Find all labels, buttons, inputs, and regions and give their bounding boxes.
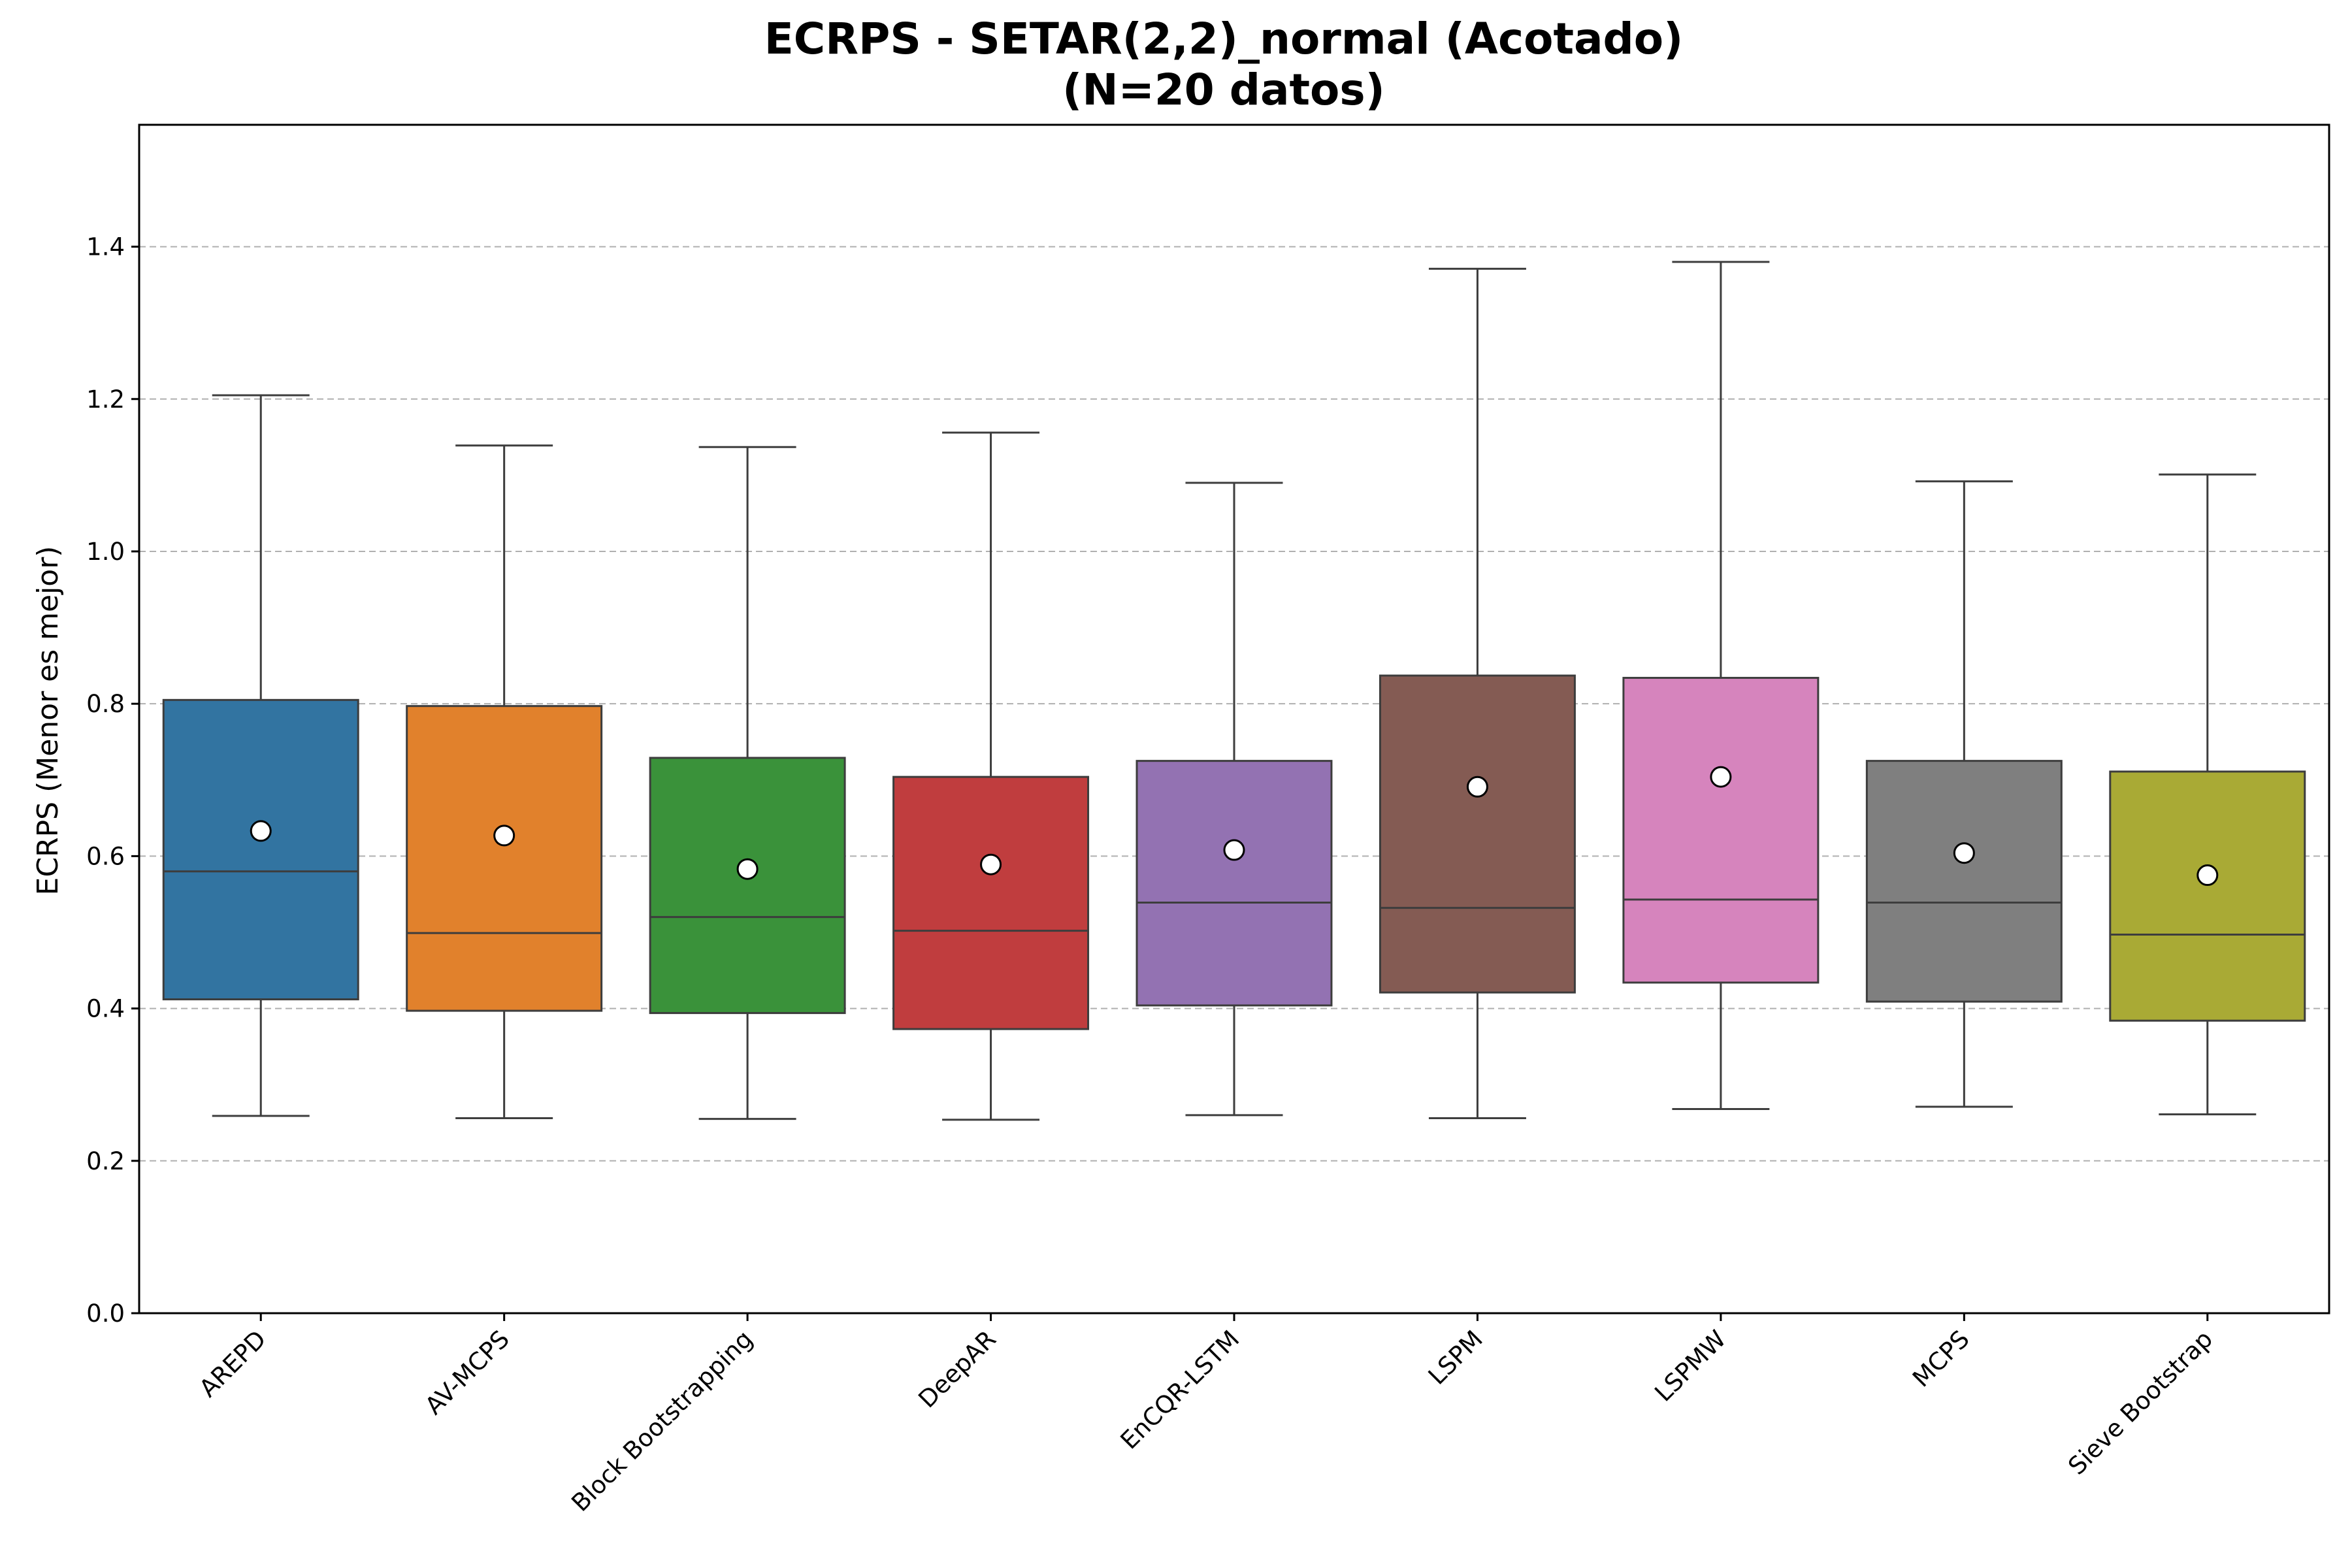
box-av-mcps xyxy=(406,444,603,1119)
y-tick-label: 0.8 xyxy=(86,690,125,718)
y-tick-label: 1.2 xyxy=(86,385,125,414)
iqr-box xyxy=(1865,760,2063,1003)
mean-marker xyxy=(736,858,759,880)
y-tick-label: 1.0 xyxy=(86,538,125,566)
mean-marker xyxy=(1466,776,1488,798)
x-tick-label: MCPS xyxy=(1907,1325,1975,1393)
x-tick-label: Sieve Bootstrap xyxy=(2063,1325,2218,1480)
plot-frame xyxy=(138,123,2330,1315)
x-axis-ticks: AREPD AV-MCPS Block Bootstrapping DeepAR EnC… xyxy=(194,1313,2218,1517)
iqr-box xyxy=(892,776,1090,1030)
y-tick-label: 0.6 xyxy=(86,842,125,870)
iqr-box xyxy=(406,705,603,1012)
iqr-box xyxy=(162,698,359,1001)
iqr-box xyxy=(649,757,846,1015)
boxes-group xyxy=(162,261,2306,1121)
box-sieve-bootstrap xyxy=(2109,473,2306,1116)
y-tick-label: 0.4 xyxy=(86,995,125,1023)
y-tick-label: 1.4 xyxy=(86,233,125,261)
iqr-box xyxy=(1379,674,1576,994)
mean-marker xyxy=(980,853,1002,875)
box-encqr-lstm xyxy=(1135,482,1333,1117)
iqr-box xyxy=(2109,770,2306,1022)
mean-marker xyxy=(250,820,272,842)
x-tick-label: LSPMW xyxy=(1649,1325,1731,1407)
mean-marker xyxy=(1710,766,1732,788)
chart-subtitle: (N=20 datos) xyxy=(1062,65,1385,115)
box-block-bootstrapping xyxy=(649,446,846,1120)
x-tick-label: EnCQR-LSTM xyxy=(1115,1325,1245,1455)
box-deepar xyxy=(892,431,1090,1121)
box-arepd xyxy=(162,394,359,1117)
mean-marker xyxy=(2197,864,2219,887)
chart-title: ECRPS - SETAR(2,2)_normal (Acotado) xyxy=(764,14,1684,64)
box-mcps xyxy=(1865,480,2063,1108)
x-tick-label: AREPD xyxy=(194,1325,272,1403)
mean-marker xyxy=(1953,842,1975,864)
box-lspmw xyxy=(1622,261,1820,1111)
y-tick-label: 0.0 xyxy=(86,1299,125,1328)
iqr-box xyxy=(1622,677,1820,984)
y-tick-label: 0.2 xyxy=(86,1147,125,1175)
iqr-box xyxy=(1135,760,1333,1007)
x-tick-label: LSPM xyxy=(1423,1325,1488,1390)
y-axis-ticks: 0.0 0.2 0.4 0.6 0.8 1.0 1.2 1.4 xyxy=(86,233,139,1328)
x-tick-label: DeepAR xyxy=(913,1325,1001,1413)
x-tick-label: Block Bootstrapping xyxy=(566,1325,758,1517)
box-lspm xyxy=(1379,267,1576,1119)
y-axis-label: ECRPS (Menor es mejor) xyxy=(31,546,65,896)
mean-marker xyxy=(1223,839,1245,861)
mean-marker xyxy=(493,825,515,847)
x-tick-label: AV-MCPS xyxy=(419,1325,515,1420)
